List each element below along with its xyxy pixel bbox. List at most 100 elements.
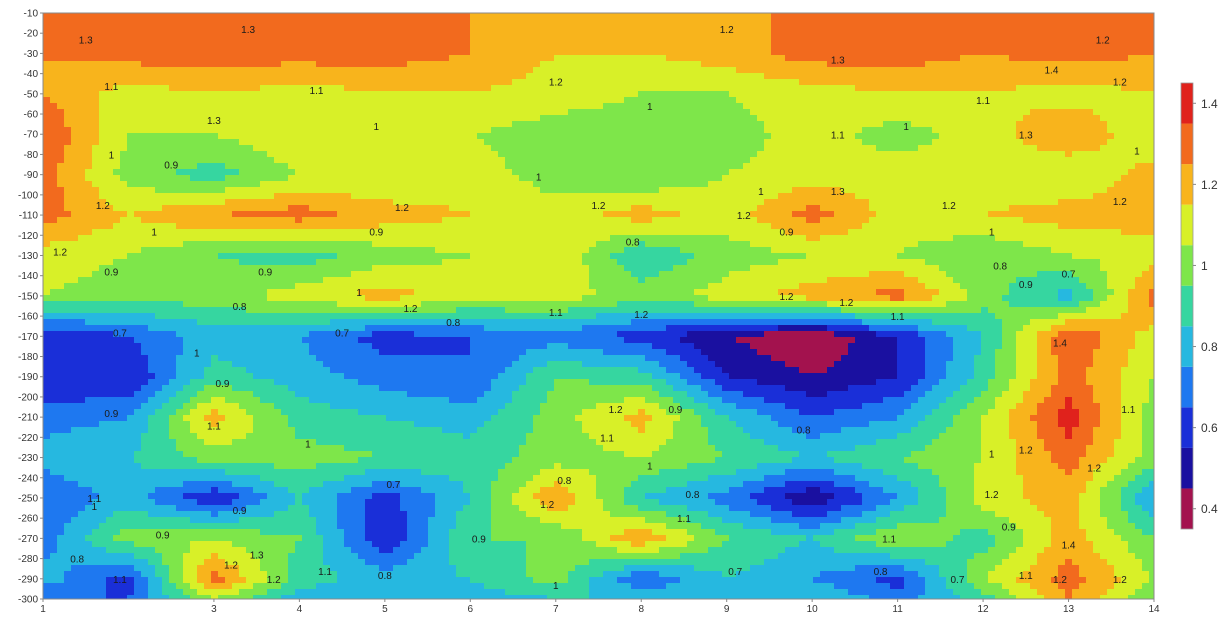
contour-cell xyxy=(155,145,163,152)
contour-cell xyxy=(652,37,660,44)
contour-cell xyxy=(736,25,744,32)
contour-cell xyxy=(708,193,716,200)
contour-cell xyxy=(379,103,387,110)
contour-cell xyxy=(820,61,828,68)
contour-cell xyxy=(659,91,667,98)
contour-cell xyxy=(1142,175,1150,182)
contour-cell xyxy=(659,31,667,38)
contour-cell xyxy=(792,151,800,158)
contour-cell xyxy=(575,61,583,68)
contour-cell xyxy=(519,151,527,158)
contour-cell xyxy=(911,127,919,134)
contour-cell xyxy=(351,187,359,194)
contour-cell xyxy=(1009,145,1017,152)
contour-cell xyxy=(554,13,562,20)
contour-cell xyxy=(85,115,93,122)
contour-cell xyxy=(225,169,233,176)
contour-cell xyxy=(673,37,681,44)
contour-cell xyxy=(694,175,702,182)
contour-cell xyxy=(785,145,793,152)
contour-cell xyxy=(449,181,457,188)
contour-cell xyxy=(939,187,947,194)
contour-cell xyxy=(183,13,191,20)
contour-cell xyxy=(190,103,198,110)
contour-cell xyxy=(848,97,856,104)
contour-cell xyxy=(701,175,709,182)
contour-cell xyxy=(519,187,527,194)
contour-cell xyxy=(113,67,121,74)
contour-cell xyxy=(533,187,541,194)
contour-cell xyxy=(603,49,611,56)
contour-cell xyxy=(1016,103,1024,110)
contour-cell xyxy=(71,61,79,68)
contour-cell xyxy=(351,97,359,104)
contour-cell xyxy=(1030,193,1038,200)
contour-cell xyxy=(540,85,548,92)
contour-cell xyxy=(1093,91,1101,98)
contour-cell xyxy=(953,55,961,62)
contour-cell xyxy=(974,73,982,80)
contour-cell xyxy=(162,49,170,56)
contour-cell xyxy=(407,199,415,206)
contour-cell xyxy=(491,85,499,92)
contour-cell xyxy=(393,31,401,38)
contour-cell xyxy=(302,151,310,158)
contour-cell xyxy=(841,55,849,62)
contour-cell xyxy=(386,79,394,86)
contour-cell xyxy=(736,127,744,134)
contour-cell xyxy=(106,91,114,98)
contour-cell xyxy=(1002,157,1010,164)
contour-cell xyxy=(806,97,814,104)
contour-cell xyxy=(169,193,177,200)
contour-cell xyxy=(687,163,695,170)
contour-cell xyxy=(750,175,758,182)
contour-cell xyxy=(666,67,674,74)
contour-cell xyxy=(386,163,394,170)
contour-cell xyxy=(253,169,261,176)
contour-cell xyxy=(869,103,877,110)
contour-cell xyxy=(526,31,534,38)
contour-cell xyxy=(995,25,1003,32)
contour-cell xyxy=(967,19,975,26)
contour-cell xyxy=(1079,37,1087,44)
contour-cell xyxy=(442,133,450,140)
contour-cell xyxy=(421,151,429,158)
contour-cell xyxy=(99,169,107,176)
contour-cell xyxy=(162,67,170,74)
contour-cell xyxy=(435,19,443,26)
contour-cell xyxy=(421,25,429,32)
contour-cell xyxy=(743,115,751,122)
contour-cell xyxy=(610,169,618,176)
contour-cell xyxy=(764,79,772,86)
contour-cell xyxy=(169,19,177,26)
contour-cell xyxy=(316,163,324,170)
contour-cell xyxy=(113,61,121,68)
contour-cell xyxy=(218,157,226,164)
contour-cell xyxy=(1051,115,1059,122)
contour-cell xyxy=(701,31,709,38)
contour-cell xyxy=(169,91,177,98)
contour-cell xyxy=(876,181,884,188)
contour-cell xyxy=(897,157,905,164)
contour-cell xyxy=(428,31,436,38)
contour-cell xyxy=(127,43,135,50)
contour-cell xyxy=(351,109,359,116)
contour-cell xyxy=(897,139,905,146)
contour-cell xyxy=(806,85,814,92)
contour-cell xyxy=(771,175,779,182)
contour-cell xyxy=(1093,85,1101,92)
contour-cell xyxy=(1030,169,1038,176)
contour-cell xyxy=(232,61,240,68)
contour-cell xyxy=(1086,103,1094,110)
contour-cell xyxy=(176,67,184,74)
contour-cell xyxy=(211,193,219,200)
contour-cell xyxy=(1072,115,1080,122)
contour-cell xyxy=(239,193,247,200)
contour-cell xyxy=(1023,97,1031,104)
contour-cell xyxy=(246,43,254,50)
contour-cell xyxy=(708,67,716,74)
contour-cell xyxy=(505,127,513,134)
contour-cell xyxy=(547,187,555,194)
contour-cell xyxy=(568,13,576,20)
contour-cell xyxy=(148,163,156,170)
